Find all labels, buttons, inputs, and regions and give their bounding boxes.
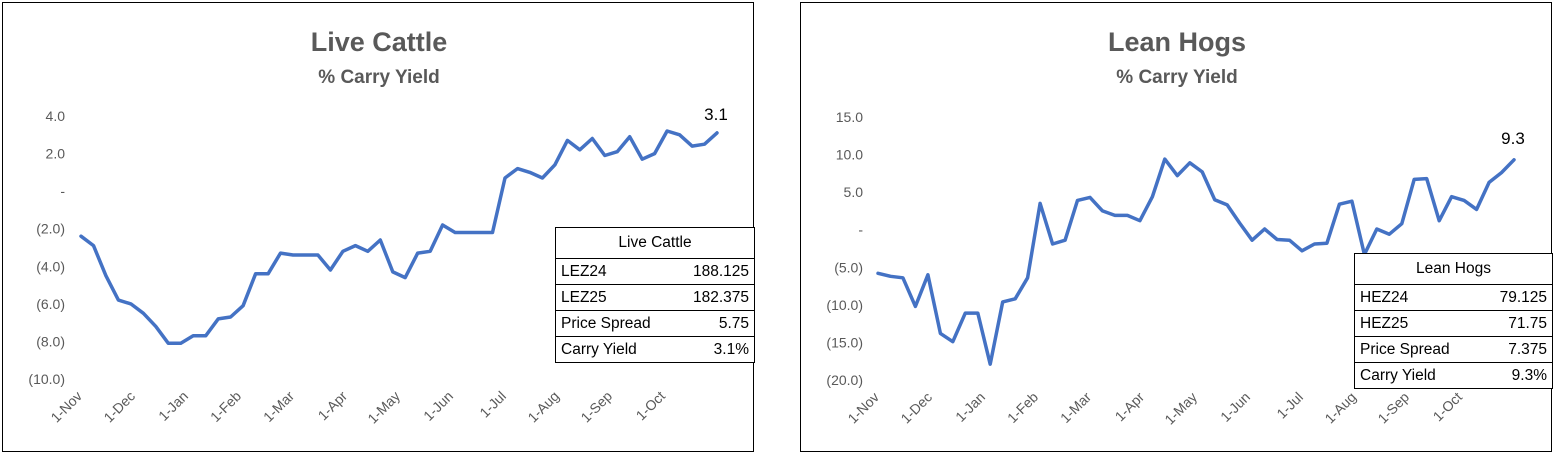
x-tick-label: 1-Mar — [1057, 389, 1094, 426]
x-tick-label: 1-Aug — [524, 388, 562, 426]
info-box-title: Lean Hogs — [1416, 260, 1491, 277]
x-tick-label: 1-Mar — [260, 388, 297, 425]
x-tick-label: 1-Sep — [1374, 389, 1412, 427]
plot-area — [79, 129, 719, 346]
y-tick-label: 15.0 — [836, 109, 863, 125]
live-cattle-chart: Live Cattle % Carry Yield 4.0 2.0 - (2.0) (4… — [28, 27, 728, 427]
info-row: Price Spread 7.375 — [1355, 336, 1552, 363]
info-row: HEZ24 79.125 — [1355, 284, 1552, 311]
info-row: Carry Yield 9.3% — [1355, 362, 1552, 388]
y-tick-label: 4.0 — [46, 108, 66, 124]
x-tick-label: 1-Jul — [1273, 389, 1306, 422]
x-tick-label: 1-Nov — [844, 389, 882, 427]
y-tick-label: - — [60, 183, 65, 199]
info-label: Price Spread — [556, 310, 676, 337]
info-label: HEZ24 — [1355, 284, 1480, 311]
chart-panel-live-cattle: Live Cattle % Carry Yield 4.0 2.0 - (2.0) (4… — [2, 2, 755, 452]
info-value: 3.1% — [675, 336, 754, 362]
x-axis: 1-Nov 1-Dec 1-Jan 1-Feb 1-Mar 1-Apr 1-May 1-Jun… — [844, 389, 1465, 428]
info-row: LEZ25 182.375 — [556, 284, 754, 311]
info-value: 9.3% — [1479, 362, 1552, 388]
info-value: 5.75 — [675, 310, 754, 337]
info-label: Price Spread — [1355, 336, 1480, 363]
chart-title: Live Cattle — [311, 27, 448, 57]
y-axis: 15.0 10.0 5.0 - (5.0) (10.0) (15.0) (20.0) — [826, 109, 863, 388]
y-tick-label: (5.0) — [834, 259, 863, 275]
x-tick-label: 1-Apr — [315, 388, 351, 424]
chart-subtitle: % Carry Yield — [1116, 67, 1237, 88]
chart-panel-lean-hogs: Lean Hogs % Carry Yield 15.0 10.0 5.0 - (5.0… — [800, 2, 1553, 452]
y-tick-label: (2.0) — [36, 221, 65, 237]
x-tick-label: 1-Feb — [207, 388, 244, 425]
y-tick-label: (20.0) — [826, 372, 863, 388]
chart-subtitle: % Carry Yield — [318, 67, 439, 88]
x-axis: 1-Nov 1-Dec 1-Jan 1-Feb 1-Mar 1-Apr 1-May 1-Jun… — [47, 388, 668, 427]
info-label: LEZ24 — [556, 258, 676, 285]
chart-title: Lean Hogs — [1108, 27, 1246, 57]
end-value-label: 3.1 — [704, 105, 728, 124]
y-tick-label: - — [858, 222, 863, 238]
info-value: 182.375 — [675, 284, 754, 311]
y-tick-label: 10.0 — [836, 147, 863, 163]
x-tick-label: 1-Aug — [1321, 389, 1359, 427]
info-row: HEZ25 71.75 — [1355, 310, 1552, 337]
y-tick-label: (10.0) — [826, 297, 863, 313]
info-box: Live Cattle LEZ24 188.125 LEZ25 182.375 Pr… — [555, 227, 755, 363]
y-tick-label: 5.0 — [844, 184, 864, 200]
y-tick-label: (6.0) — [36, 296, 65, 312]
info-label: Carry Yield — [1355, 362, 1480, 388]
info-label: LEZ25 — [556, 284, 676, 311]
info-value: 7.375 — [1479, 336, 1552, 363]
series-line — [876, 157, 1516, 366]
x-tick-label: 1-Oct — [633, 388, 669, 424]
info-value: 188.125 — [675, 258, 754, 285]
x-tick-label: 1-Jun — [420, 388, 456, 424]
x-tick-label: 1-Jun — [1217, 389, 1253, 425]
lean-hogs-chart: Lean Hogs % Carry Yield 15.0 10.0 5.0 - (5.0… — [826, 27, 1525, 428]
x-tick-label: 1-May — [364, 388, 403, 427]
x-tick-label: 1-Apr — [1112, 389, 1148, 425]
x-tick-label: 1-Jul — [476, 388, 509, 421]
x-tick-label: 1-Jan — [155, 388, 191, 424]
x-tick-label: 1-Nov — [47, 388, 85, 426]
info-box: Lean Hogs HEZ24 79.125 HEZ25 71.75 Price S… — [1354, 253, 1553, 389]
y-tick-label: 2.0 — [46, 146, 66, 162]
info-value: 71.75 — [1479, 310, 1552, 337]
y-tick-label: (4.0) — [36, 258, 65, 274]
info-box-title: Live Cattle — [618, 234, 692, 251]
x-tick-label: 1-Feb — [1004, 389, 1041, 426]
x-tick-label: 1-Jan — [952, 389, 988, 425]
y-tick-label: (8.0) — [36, 333, 65, 349]
y-tick-label: (15.0) — [826, 334, 863, 350]
x-tick-label: 1-Oct — [1430, 389, 1466, 425]
series-line — [79, 129, 719, 346]
plot-area — [876, 157, 1516, 366]
x-tick-label: 1-May — [1161, 389, 1200, 428]
y-axis: 4.0 2.0 - (2.0) (4.0) (6.0) (8.0) (10.0) — [28, 108, 65, 387]
info-row: LEZ24 188.125 — [556, 258, 754, 285]
end-value-label: 9.3 — [1501, 129, 1525, 148]
info-row: Price Spread 5.75 — [556, 310, 754, 337]
info-label: Carry Yield — [556, 336, 676, 362]
x-tick-label: 1-Dec — [100, 388, 138, 426]
info-value: 79.125 — [1479, 284, 1552, 311]
y-tick-label: (10.0) — [28, 371, 65, 387]
x-tick-label: 1-Sep — [577, 388, 615, 426]
info-row: Carry Yield 3.1% — [556, 336, 754, 362]
x-tick-label: 1-Dec — [897, 389, 935, 427]
info-label: HEZ25 — [1355, 310, 1480, 337]
